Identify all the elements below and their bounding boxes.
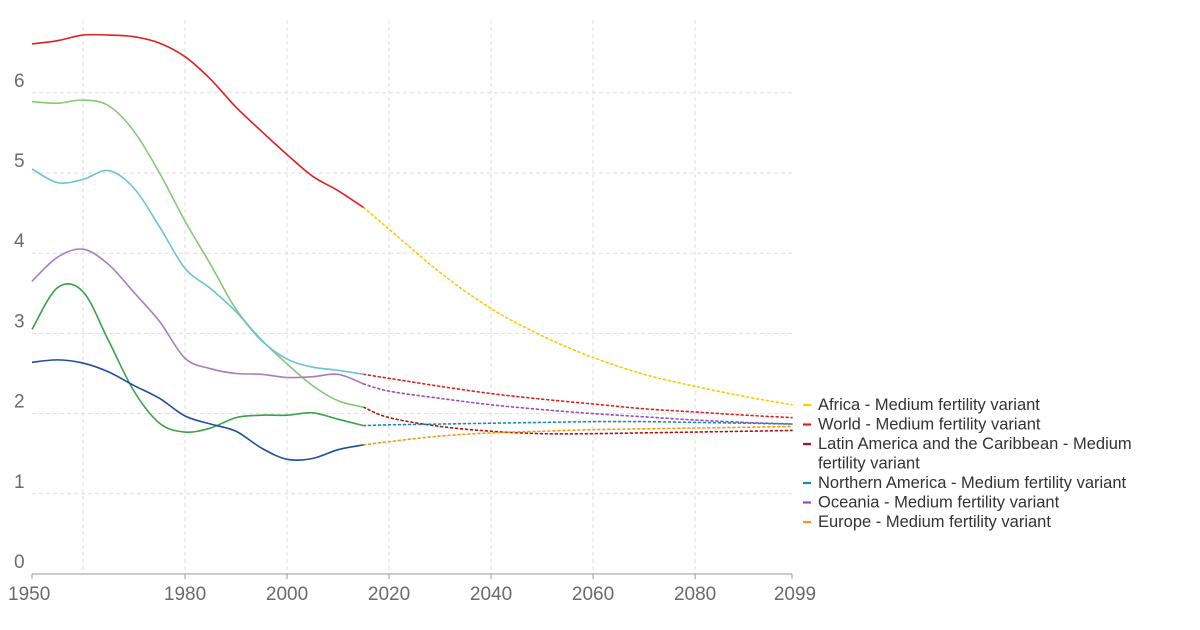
legend-item: Africa - Medium fertility variant	[803, 396, 1040, 414]
legend-label: Africa - Medium fertility variant	[818, 396, 1040, 414]
x-tick-label: 2020	[368, 584, 410, 605]
series-lines	[31, 33, 793, 462]
series-0-projection-line	[362, 206, 793, 406]
legend: Africa - Medium fertility variant World -…	[803, 396, 1132, 531]
y-tick-label: 6	[14, 71, 25, 92]
x-tick-label: 2000	[266, 584, 308, 605]
legend-label: Latin America and the Caribbean - Medium	[818, 435, 1132, 453]
y-tick-label: 5	[14, 151, 25, 172]
series-1-projection-line	[362, 406, 793, 435]
x-tick-label: 1950	[8, 584, 50, 605]
x-tick-label: 2040	[470, 584, 512, 605]
legend-item: World - Medium fertility variant	[803, 416, 1041, 434]
series-4-historical-line	[31, 283, 364, 434]
y-tick-label: 3	[14, 311, 25, 332]
x-tick-label: 2099	[774, 584, 816, 605]
legend-item: Northern America - Medium fertility vari…	[803, 474, 1127, 492]
series-5-projection-line	[362, 425, 793, 446]
y-tick-label: 1	[14, 472, 25, 493]
y-axis-tick-labels: 0 1 2 3 4 5 6	[14, 71, 25, 573]
legend-label: Europe - Medium fertility variant	[818, 513, 1051, 531]
legend-label: fertility variant	[818, 455, 920, 473]
legend-item: Latin America and the Caribbean - Medium…	[803, 435, 1132, 473]
series-2-projection-line	[362, 373, 793, 419]
series-0-historical-line	[31, 33, 364, 209]
legend-label: World - Medium fertility variant	[818, 416, 1041, 434]
series-3-historical-line	[31, 248, 364, 385]
legend-item: Europe - Medium fertility variant	[803, 513, 1051, 531]
legend-label: Oceania - Medium fertility variant	[818, 494, 1060, 512]
legend-item: Oceania - Medium fertility variant	[803, 494, 1060, 512]
y-tick-label: 2	[14, 392, 25, 413]
series-4-projection-line	[362, 420, 793, 427]
series-3-projection-line	[362, 383, 793, 425]
grid-lines	[32, 20, 792, 574]
series-5-historical-line	[31, 359, 364, 462]
y-tick-label: 0	[14, 552, 25, 573]
x-tick-label: 1980	[164, 584, 206, 605]
x-tick-label: 2060	[572, 584, 614, 605]
x-axis: 1950 1980 2000 2020 2040 2060 2080 2099	[8, 573, 816, 605]
x-tick-label: 2080	[674, 584, 716, 605]
series-2-historical-line	[31, 168, 364, 376]
legend-label: Northern America - Medium fertility vari…	[818, 474, 1127, 492]
y-tick-label: 4	[14, 231, 25, 252]
series-1-historical-line	[31, 99, 364, 408]
